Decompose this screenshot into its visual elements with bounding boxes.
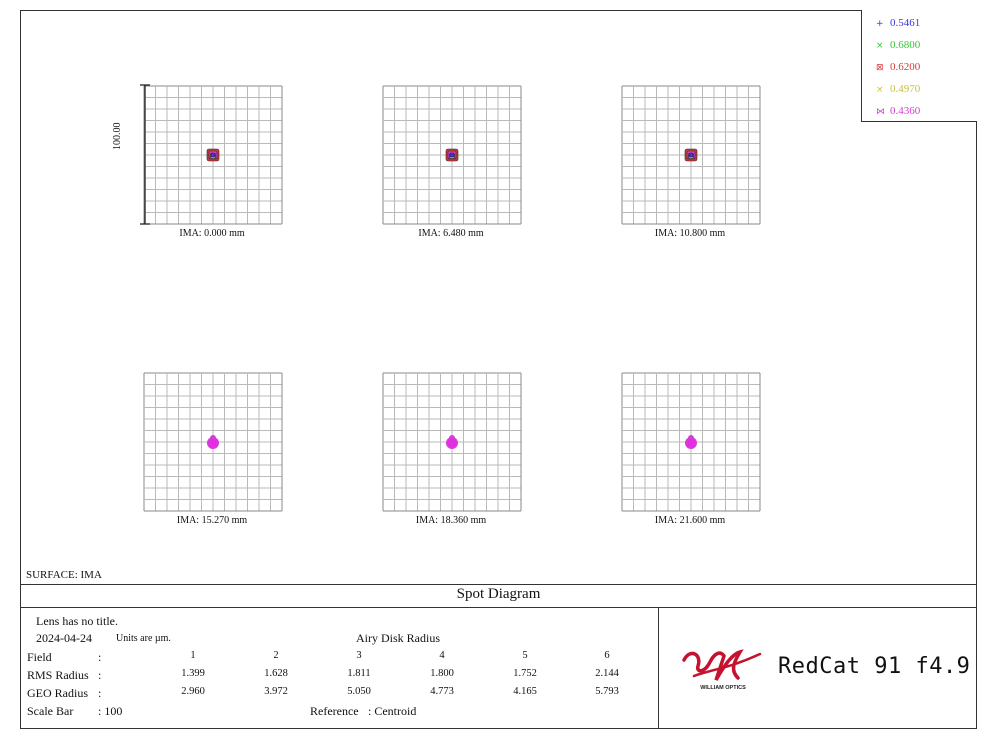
plot-frame [20, 10, 977, 729]
legend-label: 0.6800 [890, 39, 921, 51]
field-label: Field [27, 650, 52, 664]
rms-value: 1.800 [430, 668, 454, 679]
rms-value: 2.144 [595, 668, 619, 679]
spot-diagram [621, 85, 761, 225]
divider-top [20, 584, 977, 585]
legend-marker-icon: × [876, 41, 884, 51]
field-number: 2 [273, 650, 279, 661]
field-label: IMA: 6.480 mm [418, 228, 484, 239]
spot-point [449, 152, 455, 158]
field-label: IMA: 18.360 mm [415, 515, 487, 526]
date: 2024-04-24 [36, 631, 92, 645]
spot-diagram [621, 372, 761, 512]
field-label: IMA: 0.000 mm [179, 228, 245, 239]
spot-diagram [143, 85, 283, 225]
geo-colon: : [98, 686, 102, 700]
legend-item: ⊠ 0.6200 [876, 60, 920, 74]
field-number: 6 [604, 650, 610, 661]
logo-text: WILLIAM OPTICS [700, 685, 746, 691]
rms-value: 1.399 [181, 668, 205, 679]
legend-label: 0.5461 [890, 17, 921, 29]
legend-marker-icon: + [876, 19, 884, 29]
legend-item: +0.5461 [876, 16, 920, 30]
spot-point [686, 438, 696, 448]
legend-item: × 0.6800 [876, 38, 920, 52]
field-number: 1 [190, 650, 196, 661]
diagram-title: Spot Diagram [456, 586, 541, 602]
spot-point [688, 152, 694, 158]
scale-bar-value: : 100 [98, 704, 123, 718]
field-label: IMA: 15.270 mm [176, 515, 248, 526]
geo-label: GEO Radius [27, 686, 88, 700]
spot-point [447, 438, 457, 448]
legend-label: 0.6200 [890, 61, 921, 73]
geo-value: 4.165 [513, 686, 537, 697]
field-number: 4 [439, 650, 445, 661]
field-number: 3 [356, 650, 362, 661]
lens-title: Lens has no title. [36, 614, 118, 628]
rms-value: 1.752 [513, 668, 537, 679]
geo-value: 2.960 [181, 686, 205, 697]
field-colon: : [98, 650, 102, 664]
units: Units are µm. [116, 633, 171, 644]
spot-diagram [143, 372, 283, 512]
spot-point [208, 438, 218, 448]
reference-label: Reference [310, 704, 359, 718]
rms-value: 1.811 [347, 668, 371, 679]
field-label: IMA: 21.600 mm [654, 515, 726, 526]
geo-value: 5.050 [347, 686, 371, 697]
legend-marker-icon: ⋈ [876, 107, 885, 117]
legend: +0.5461 × 0.6800 ⊠ 0.6200 × 0.4970 ⋈ 0.4360 [861, 10, 977, 122]
legend-label: 0.4970 [890, 83, 921, 95]
legend-item: × 0.4970 [876, 82, 920, 96]
surface-label: SURFACE: IMA [26, 569, 102, 581]
geo-value: 5.793 [595, 686, 619, 697]
scale-bar-label: 100.00 [112, 122, 123, 151]
airy-label: Airy Disk Radius [356, 631, 440, 645]
divider-title [20, 607, 977, 608]
legend-marker-icon: ⊠ [876, 63, 884, 73]
reference-value: : Centroid [368, 704, 417, 718]
divider-logo [658, 607, 659, 729]
geo-value: 4.773 [430, 686, 454, 697]
product-name: RedCat 91 f4.9 [778, 654, 971, 679]
rms-label: RMS Radius [27, 668, 89, 682]
legend-marker-icon: × [876, 85, 884, 95]
spot-point [210, 152, 216, 158]
geo-value: 3.972 [264, 686, 288, 697]
scale-bar-text: Scale Bar [27, 704, 74, 718]
scale-bar [140, 84, 150, 225]
rms-colon: : [98, 668, 102, 682]
rms-value: 1.628 [264, 668, 288, 679]
field-number: 5 [522, 650, 528, 661]
legend-label: 0.4360 [890, 105, 921, 117]
legend-item: ⋈ 0.4360 [876, 104, 920, 118]
spot-diagram [382, 85, 522, 225]
william-optics-logo: WILLIAM OPTICS [682, 649, 762, 691]
spot-diagram [382, 372, 522, 512]
field-label: IMA: 10.800 mm [654, 228, 726, 239]
